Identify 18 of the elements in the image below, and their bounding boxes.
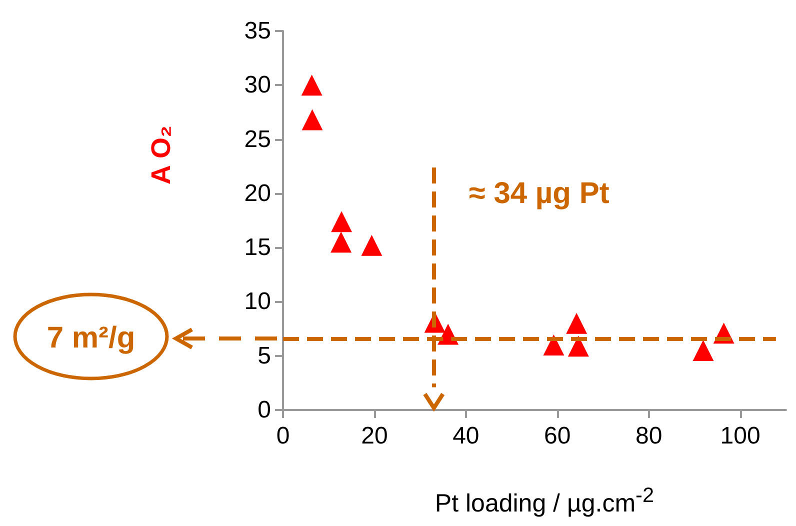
y-tick-label: 25 (244, 126, 271, 153)
x-tick-label: 40 (452, 422, 480, 450)
y-axis-title: A O₂ (146, 126, 176, 184)
y-tick-label: 10 (244, 288, 271, 316)
y-tick-label: 5 (258, 342, 271, 370)
y-tick-label: 35 (244, 18, 271, 44)
x-tick-label: 80 (635, 422, 662, 450)
y-tick-label: 30 (244, 72, 271, 99)
y-tick-label: 0 (258, 396, 271, 424)
y-tick-label: 20 (244, 180, 271, 207)
ref-line-label: 7 m²/g (46, 322, 136, 355)
x-tick-label: 60 (544, 422, 571, 450)
x-tick-label: 100 (720, 422, 760, 450)
x-axis-title: Pt loading / µg.cm$^{-2}$ (434, 484, 654, 518)
x-tick-label: 0 (276, 422, 290, 450)
x-tick-label: 20 (361, 422, 388, 450)
y-tick-label: 15 (244, 234, 271, 262)
ref-line-label: ≈ 34 µg Pt (468, 177, 610, 210)
